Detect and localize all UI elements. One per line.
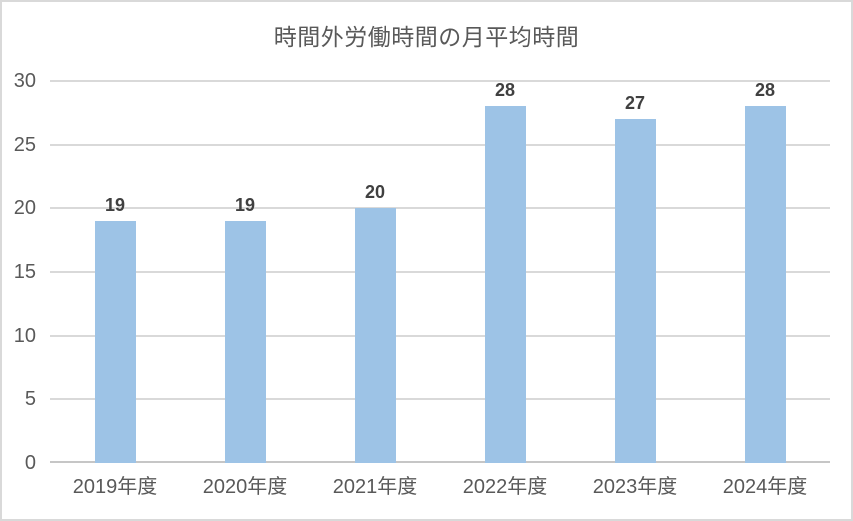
bar-2022: [484, 106, 526, 463]
gridline-30: [50, 80, 830, 82]
x-axis-category-label-2024: 2024年度: [722, 476, 808, 498]
gridline-20: [50, 207, 830, 210]
x-axis-category-label-2021: 2021年度: [332, 476, 418, 498]
gridline-15: [50, 271, 830, 273]
plot-area: 19 19 20 28 27 28: [50, 80, 830, 463]
x-axis-category-label-2019: 2019年度: [72, 476, 158, 498]
x-axis-category-label-2022: 2022年度: [462, 476, 548, 498]
y-axis-tick-label-20: 20: [13, 197, 36, 220]
gridline-5: [50, 398, 830, 401]
x-axis-category-label-2023: 2023年度: [592, 476, 678, 498]
bar-2024: [744, 106, 786, 463]
data-label-2024: 28: [754, 80, 776, 101]
data-label-2019: 19: [104, 195, 126, 216]
bar-2019: [94, 221, 136, 463]
chart-title: 時間外労働時間の月平均時間: [273, 24, 580, 50]
y-axis-tick-label-10: 10: [13, 324, 36, 347]
bar-2021: [354, 208, 396, 463]
x-axis-category-label-2020: 2020年度: [202, 476, 288, 498]
x-axis-baseline: [50, 461, 830, 463]
y-axis-tick-label-0: 0: [24, 452, 36, 474]
y-axis-tick-label-25: 25: [13, 133, 36, 156]
data-label-2023: 27: [624, 93, 646, 114]
bar-2020: [224, 221, 266, 463]
data-label-2022: 28: [494, 80, 516, 101]
bar-2023: [614, 119, 656, 463]
y-axis-tick-label-5: 5: [24, 388, 36, 411]
gridline-25: [50, 143, 830, 146]
y-axis-tick-label-30: 30: [13, 70, 36, 92]
data-label-2020: 19: [234, 195, 256, 216]
gridline-10: [50, 334, 830, 337]
y-axis-tick-label-15: 15: [13, 261, 36, 283]
data-label-2021: 20: [364, 182, 386, 203]
